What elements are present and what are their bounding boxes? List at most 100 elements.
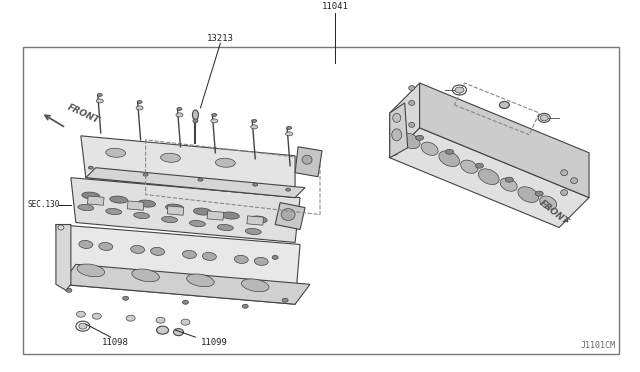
Ellipse shape <box>182 250 196 259</box>
Ellipse shape <box>173 328 184 336</box>
Ellipse shape <box>187 274 214 287</box>
Ellipse shape <box>106 148 125 157</box>
Ellipse shape <box>161 217 177 222</box>
Bar <box>247 216 264 225</box>
Ellipse shape <box>123 296 129 300</box>
Polygon shape <box>390 103 408 158</box>
Ellipse shape <box>82 192 100 199</box>
Polygon shape <box>71 178 300 243</box>
Ellipse shape <box>99 243 113 250</box>
Ellipse shape <box>181 319 190 325</box>
Ellipse shape <box>157 326 168 334</box>
Ellipse shape <box>281 209 295 221</box>
Ellipse shape <box>143 173 148 176</box>
Ellipse shape <box>439 151 460 167</box>
Ellipse shape <box>97 93 102 96</box>
Ellipse shape <box>392 150 397 155</box>
Ellipse shape <box>78 205 94 211</box>
Text: 13213: 13213 <box>207 34 234 43</box>
Ellipse shape <box>77 264 104 277</box>
Ellipse shape <box>138 200 156 207</box>
Ellipse shape <box>478 169 499 185</box>
Ellipse shape <box>131 246 145 253</box>
Ellipse shape <box>499 102 509 108</box>
Ellipse shape <box>415 135 424 140</box>
Polygon shape <box>390 83 420 158</box>
Ellipse shape <box>193 119 198 123</box>
Ellipse shape <box>221 212 239 219</box>
Polygon shape <box>295 147 322 177</box>
Text: 11098: 11098 <box>102 338 129 347</box>
Ellipse shape <box>421 142 438 155</box>
Ellipse shape <box>88 166 93 169</box>
Text: FRONT: FRONT <box>537 199 570 227</box>
Ellipse shape <box>216 158 236 167</box>
Bar <box>167 206 184 215</box>
Ellipse shape <box>409 86 415 90</box>
Polygon shape <box>86 168 305 198</box>
Ellipse shape <box>392 115 397 121</box>
Ellipse shape <box>212 113 217 116</box>
Ellipse shape <box>193 208 211 215</box>
Ellipse shape <box>500 178 517 191</box>
Ellipse shape <box>393 113 401 122</box>
Polygon shape <box>56 225 71 290</box>
Ellipse shape <box>249 216 267 223</box>
Ellipse shape <box>252 119 257 122</box>
Ellipse shape <box>540 196 557 209</box>
Ellipse shape <box>287 126 292 129</box>
Text: 11099: 11099 <box>200 338 227 347</box>
Bar <box>207 211 223 220</box>
Ellipse shape <box>177 108 182 110</box>
Ellipse shape <box>285 132 292 136</box>
Ellipse shape <box>285 188 291 191</box>
Ellipse shape <box>282 298 288 302</box>
Polygon shape <box>81 136 295 198</box>
Ellipse shape <box>211 119 218 123</box>
Polygon shape <box>275 203 305 230</box>
Ellipse shape <box>79 323 87 329</box>
Ellipse shape <box>409 100 415 105</box>
Text: J1101CM: J1101CM <box>581 341 616 350</box>
Ellipse shape <box>176 113 183 117</box>
Ellipse shape <box>137 100 142 103</box>
Ellipse shape <box>409 122 415 127</box>
Ellipse shape <box>243 304 248 308</box>
Ellipse shape <box>156 317 165 323</box>
Bar <box>127 201 144 210</box>
Ellipse shape <box>189 221 205 227</box>
Ellipse shape <box>302 155 312 164</box>
Ellipse shape <box>106 208 122 215</box>
Ellipse shape <box>92 313 101 319</box>
Ellipse shape <box>245 228 261 235</box>
Ellipse shape <box>461 160 477 173</box>
Ellipse shape <box>445 149 454 154</box>
Bar <box>88 196 104 205</box>
Ellipse shape <box>535 191 543 196</box>
Ellipse shape <box>455 87 464 93</box>
Ellipse shape <box>518 187 539 202</box>
Polygon shape <box>420 83 589 198</box>
Ellipse shape <box>392 125 397 130</box>
Ellipse shape <box>218 224 233 231</box>
Ellipse shape <box>202 252 216 260</box>
Ellipse shape <box>241 279 269 292</box>
Ellipse shape <box>476 163 483 168</box>
Ellipse shape <box>136 106 143 110</box>
Ellipse shape <box>254 257 268 265</box>
Ellipse shape <box>392 129 402 141</box>
Ellipse shape <box>198 178 203 181</box>
Ellipse shape <box>134 212 150 219</box>
Ellipse shape <box>561 170 568 176</box>
Bar <box>23 47 619 354</box>
Ellipse shape <box>110 196 127 203</box>
Text: SEC.130: SEC.130 <box>27 200 60 209</box>
Ellipse shape <box>182 300 188 304</box>
Ellipse shape <box>571 178 577 184</box>
Ellipse shape <box>161 153 180 162</box>
Ellipse shape <box>166 204 184 211</box>
Ellipse shape <box>251 125 258 129</box>
Ellipse shape <box>540 115 548 121</box>
Ellipse shape <box>79 240 93 248</box>
Ellipse shape <box>150 247 164 256</box>
